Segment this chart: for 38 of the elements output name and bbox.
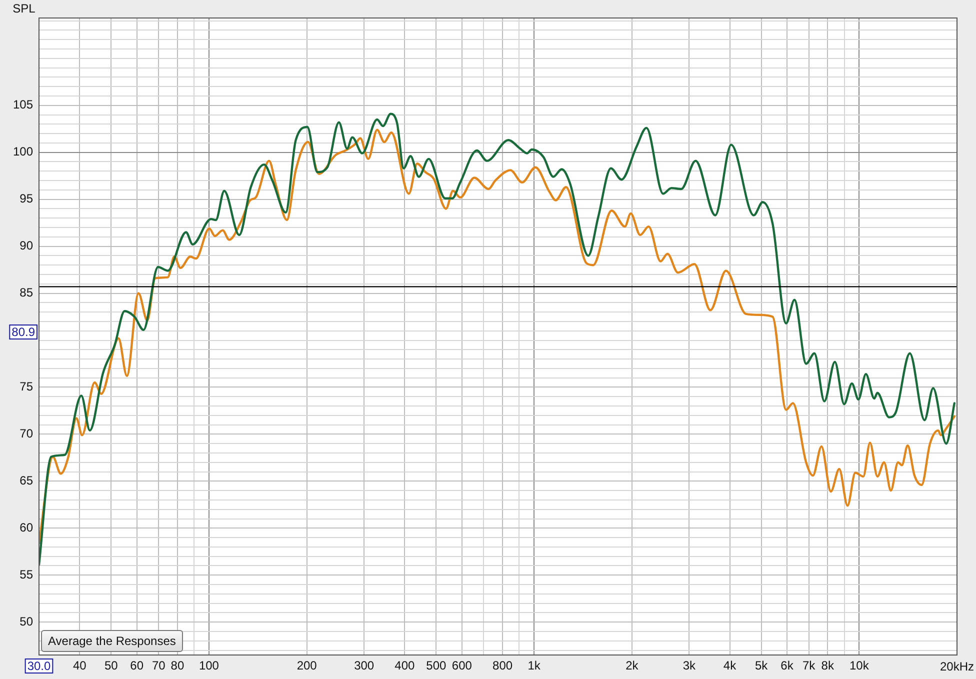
y-tick-label: 75 bbox=[20, 380, 34, 394]
y-tick-label: 100 bbox=[12, 144, 34, 159]
x-tick-label: 1k bbox=[528, 658, 542, 673]
x-tick-label: 4k bbox=[723, 658, 738, 673]
x-tick-label: 10k bbox=[849, 658, 870, 673]
x-tick-label: 400 bbox=[394, 658, 416, 673]
average-button: Average the Responses bbox=[41, 630, 183, 652]
x-tick-label: 500 bbox=[426, 658, 447, 673]
y-tick-label: 85 bbox=[20, 286, 34, 300]
text: 30.0 bbox=[27, 658, 51, 673]
x-tick-label: 50 bbox=[104, 658, 118, 673]
text: 80.9 bbox=[12, 324, 36, 339]
x-tick-label: 800 bbox=[492, 658, 513, 673]
x-tick-label: 7k bbox=[802, 658, 816, 673]
x-tick-label: 70 bbox=[152, 658, 166, 673]
x-tick-label: 300 bbox=[354, 658, 374, 673]
y-tick-label: 70 bbox=[20, 426, 34, 441]
x-tick-label: 6k bbox=[780, 658, 794, 673]
y-tick-label: 55 bbox=[20, 567, 34, 582]
x-tick-label: 60 bbox=[130, 658, 144, 673]
x-tick-label: 8k bbox=[821, 658, 835, 673]
y-tick-label: 105 bbox=[12, 98, 34, 112]
x-tick-label: 20k bbox=[940, 659, 960, 674]
x-tick-label: 100 bbox=[198, 658, 220, 673]
x-axis-title: Hz bbox=[959, 659, 974, 674]
y-tick-label: 60 bbox=[20, 520, 34, 534]
x-tick-label: 2k bbox=[626, 658, 640, 673]
x-tick-label: 80 bbox=[170, 658, 184, 673]
x-tick-label: 3k bbox=[682, 658, 696, 673]
x-tick-label: 600 bbox=[452, 658, 472, 673]
y-tick-label: 65 bbox=[20, 474, 34, 488]
y-axis-title: SPL bbox=[12, 1, 36, 16]
y-tick-label: 90 bbox=[20, 238, 34, 253]
x-tick-label: 40 bbox=[72, 658, 87, 673]
y-tick-label: 50 bbox=[20, 614, 34, 628]
x-tick-label: 5k bbox=[754, 658, 769, 673]
x-tick-label: 200 bbox=[296, 658, 318, 673]
y-tick-label: 95 bbox=[20, 192, 34, 206]
